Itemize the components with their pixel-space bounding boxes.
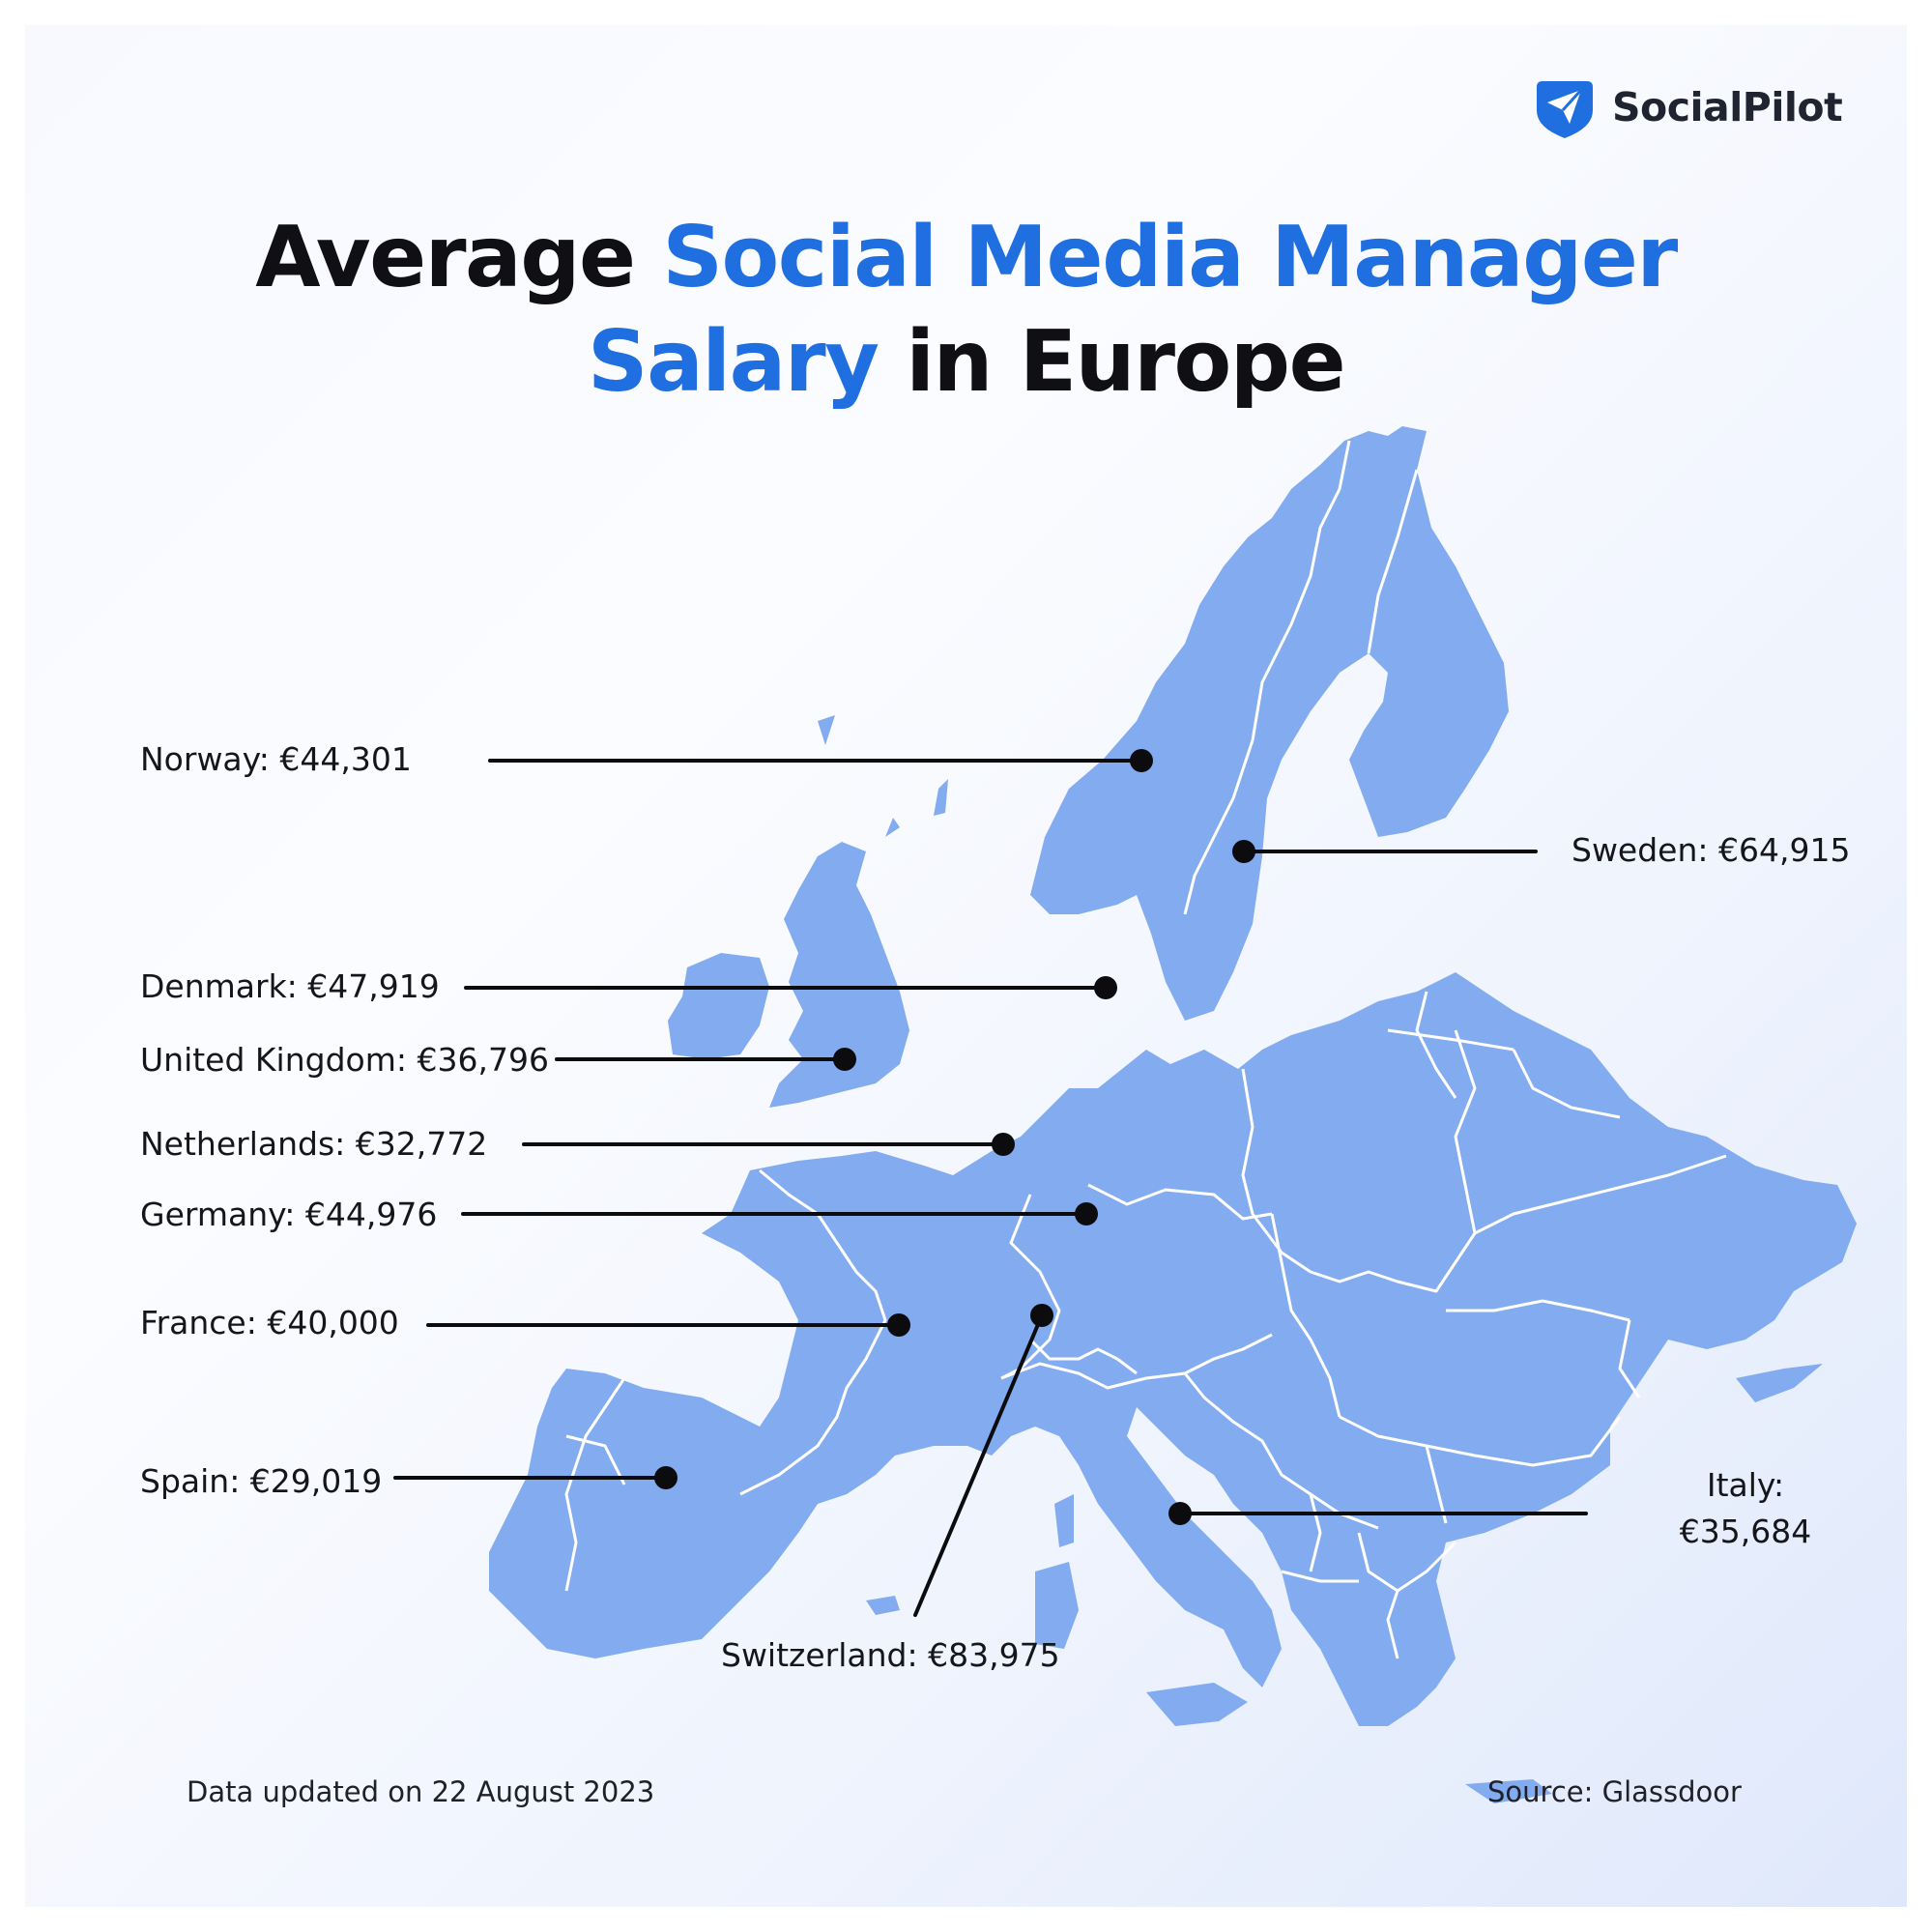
leader-norway xyxy=(488,749,1153,772)
leader-denmark xyxy=(464,976,1117,999)
continent-shape xyxy=(489,972,1857,1726)
label-norway: Norway: €44,301 xyxy=(140,740,412,778)
label-switzerland: Switzerland: €83,975 xyxy=(721,1636,1060,1674)
leader-switzerland xyxy=(913,1304,1053,1617)
label-germany: Germany: €44,976 xyxy=(140,1196,438,1233)
label-united-kingdom: United Kingdom: €36,796 xyxy=(140,1041,549,1079)
title-highlight-text: Salary xyxy=(587,312,879,411)
leader-france xyxy=(426,1313,910,1337)
label-france: France: €40,000 xyxy=(140,1304,399,1341)
data-updated-note: Data updated on 22 August 2023 xyxy=(187,1775,655,1808)
mediterranean-islands-shape xyxy=(866,1364,1823,1803)
landmass xyxy=(489,426,1857,1803)
title-dark-text: in Europe xyxy=(878,312,1345,411)
scandinavia-shape xyxy=(1030,426,1509,1021)
leader-lines xyxy=(393,749,1588,1617)
title-line-2: Salary in Europe xyxy=(25,309,1907,414)
label-italy-country: Italy: xyxy=(1706,1466,1785,1504)
infographic-card: SocialPilot Average Social Media Manager… xyxy=(25,25,1907,1907)
label-spain: Spain: €29,019 xyxy=(140,1462,383,1500)
ireland-shape xyxy=(668,953,769,1059)
leader-italy xyxy=(1168,1502,1588,1525)
europe-map xyxy=(393,426,1857,1803)
label-denmark: Denmark: €47,919 xyxy=(140,967,440,1005)
leader-netherlands xyxy=(522,1133,1015,1156)
leader-uk xyxy=(555,1048,856,1071)
country-borders xyxy=(564,440,1727,1659)
source-note: Source: Glassdoor xyxy=(1487,1775,1742,1808)
title-line-1: Average Social Media Manager xyxy=(25,205,1907,309)
label-sweden: Sweden: €64,915 xyxy=(1572,831,1851,869)
great-britain-shape xyxy=(769,842,909,1108)
islands-shape xyxy=(818,715,948,837)
leader-germany xyxy=(461,1202,1098,1226)
title-highlight-text: Social Media Manager xyxy=(662,208,1678,306)
leader-spain xyxy=(393,1466,678,1489)
leader-sweden xyxy=(1232,840,1538,863)
title-dark-text: Average xyxy=(255,208,663,306)
label-netherlands: Netherlands: €32,772 xyxy=(140,1125,488,1163)
brand-name: SocialPilot xyxy=(1612,84,1843,130)
page-title: Average Social Media Manager Salary in E… xyxy=(25,205,1907,414)
label-italy: Italy: €35,684 xyxy=(1649,1462,1842,1555)
brand-logo: SocialPilot xyxy=(1531,73,1843,141)
label-italy-value: €35,684 xyxy=(1679,1513,1812,1550)
paper-plane-shield-icon xyxy=(1537,81,1593,138)
